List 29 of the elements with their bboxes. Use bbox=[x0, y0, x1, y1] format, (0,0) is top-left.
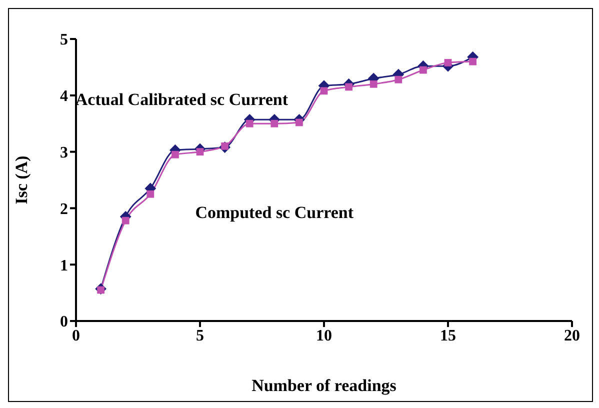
y-tick-label: 2 bbox=[60, 200, 68, 218]
x-tick-label: 20 bbox=[564, 327, 580, 344]
point bbox=[320, 87, 328, 95]
point bbox=[172, 150, 179, 158]
y-tick-label: 5 bbox=[60, 32, 68, 49]
point bbox=[246, 120, 254, 128]
y-tick-label: 0 bbox=[60, 314, 68, 331]
y-tick-label: 3 bbox=[60, 144, 68, 162]
point bbox=[270, 120, 278, 128]
point bbox=[296, 118, 303, 126]
x-tick-label: 10 bbox=[316, 327, 332, 344]
y-tick-label: 1 bbox=[60, 257, 68, 274]
point bbox=[146, 190, 154, 198]
point bbox=[370, 80, 378, 88]
x-axis-title: Number of readings bbox=[252, 376, 397, 395]
x-tick-label: 0 bbox=[72, 327, 80, 344]
point bbox=[394, 76, 402, 84]
point bbox=[420, 66, 427, 74]
text: Computed sc Current bbox=[195, 202, 354, 223]
series-label: Actual Calibrated sc Current bbox=[75, 90, 288, 110]
point bbox=[469, 58, 476, 66]
point bbox=[345, 83, 352, 91]
point bbox=[122, 216, 130, 224]
x-tick-label: 5 bbox=[196, 327, 204, 344]
point bbox=[196, 148, 204, 156]
y-axis-title: Isc (A) bbox=[12, 156, 32, 204]
point bbox=[444, 58, 452, 66]
y-tick-label: 4 bbox=[60, 88, 68, 106]
x-tick-label: 15 bbox=[440, 327, 456, 344]
